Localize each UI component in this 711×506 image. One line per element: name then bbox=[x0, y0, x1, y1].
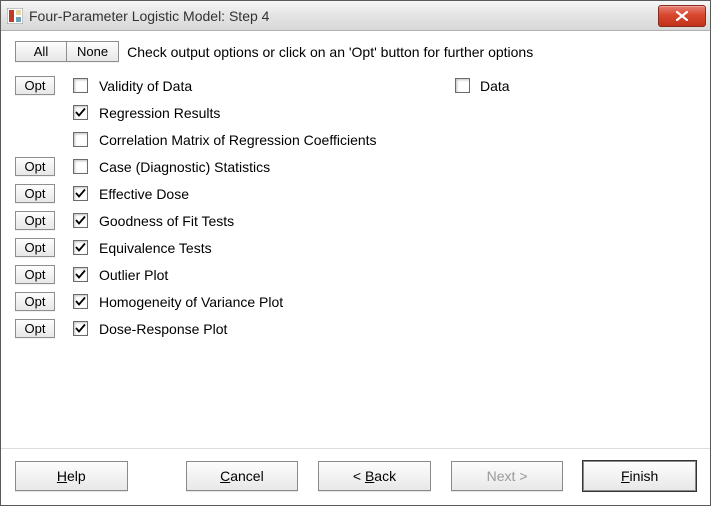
option-label: Effective Dose bbox=[93, 186, 696, 202]
opt-button[interactable]: Opt bbox=[15, 76, 55, 95]
option-label: Homogeneity of Variance Plot bbox=[93, 294, 696, 310]
option-checkbox[interactable] bbox=[73, 321, 88, 336]
option-label: Goodness of Fit Tests bbox=[93, 213, 696, 229]
opt-button[interactable]: Opt bbox=[15, 211, 55, 230]
instruction-text: Check output options or click on an 'Opt… bbox=[127, 44, 533, 60]
none-button[interactable]: None bbox=[67, 41, 119, 62]
opt-button[interactable]: Opt bbox=[15, 265, 55, 284]
option-checkbox[interactable] bbox=[73, 159, 88, 174]
option-label: Validity of Data bbox=[93, 78, 696, 94]
option-row: Opt Outlier Plot bbox=[15, 261, 696, 288]
back-button[interactable]: < Back bbox=[318, 461, 431, 491]
option-row: Regression Results bbox=[15, 99, 696, 126]
option-label: Case (Diagnostic) Statistics bbox=[93, 159, 696, 175]
option-label: Correlation Matrix of Regression Coeffic… bbox=[93, 132, 696, 148]
close-icon bbox=[676, 11, 688, 21]
content-area: All None Check output options or click o… bbox=[1, 31, 710, 448]
option-checkbox[interactable] bbox=[73, 132, 88, 147]
option-row: Opt Dose-Response Plot bbox=[15, 315, 696, 342]
footer-buttons: Help Cancel < Back Next > Finish bbox=[1, 448, 710, 505]
help-button[interactable]: Help bbox=[15, 461, 128, 491]
option-label: Equivalence Tests bbox=[93, 240, 696, 256]
option-checkbox[interactable] bbox=[73, 78, 88, 93]
options-list: Opt Validity of DataData Regression Result… bbox=[15, 72, 696, 438]
option-row: Opt Goodness of Fit Tests bbox=[15, 207, 696, 234]
option-checkbox[interactable] bbox=[73, 294, 88, 309]
option-row: Opt Equivalence Tests bbox=[15, 234, 696, 261]
finish-button[interactable]: Finish bbox=[583, 461, 696, 491]
close-button[interactable] bbox=[658, 5, 706, 27]
option-label: Data bbox=[470, 78, 510, 94]
option-checkbox[interactable] bbox=[73, 240, 88, 255]
opt-button[interactable]: Opt bbox=[15, 292, 55, 311]
titlebar: Four-Parameter Logistic Model: Step 4 bbox=[1, 1, 710, 31]
top-toolbar: All None Check output options or click o… bbox=[15, 41, 696, 62]
option-checkbox[interactable] bbox=[73, 213, 88, 228]
opt-button[interactable]: Opt bbox=[15, 184, 55, 203]
option-label: Dose-Response Plot bbox=[93, 321, 696, 337]
dialog-window: Four-Parameter Logistic Model: Step 4 Al… bbox=[0, 0, 711, 506]
all-button[interactable]: All bbox=[15, 41, 67, 62]
option-row: Opt Validity of DataData bbox=[15, 72, 696, 99]
option-checkbox[interactable] bbox=[73, 267, 88, 282]
option-row: Correlation Matrix of Regression Coeffic… bbox=[15, 126, 696, 153]
window-title: Four-Parameter Logistic Model: Step 4 bbox=[29, 8, 658, 24]
cancel-button[interactable]: Cancel bbox=[186, 461, 299, 491]
opt-button[interactable]: Opt bbox=[15, 238, 55, 257]
option-checkbox[interactable] bbox=[73, 105, 88, 120]
option-row: Opt Effective Dose bbox=[15, 180, 696, 207]
option-row: Opt Case (Diagnostic) Statistics bbox=[15, 153, 696, 180]
option-checkbox[interactable] bbox=[73, 186, 88, 201]
next-button: Next > bbox=[451, 461, 564, 491]
option-row: Opt Homogeneity of Variance Plot bbox=[15, 288, 696, 315]
app-icon bbox=[7, 8, 23, 24]
opt-button[interactable]: Opt bbox=[15, 157, 55, 176]
option-label: Regression Results bbox=[93, 105, 696, 121]
option-checkbox[interactable] bbox=[455, 78, 470, 93]
option-label: Outlier Plot bbox=[93, 267, 696, 283]
opt-button[interactable]: Opt bbox=[15, 319, 55, 338]
